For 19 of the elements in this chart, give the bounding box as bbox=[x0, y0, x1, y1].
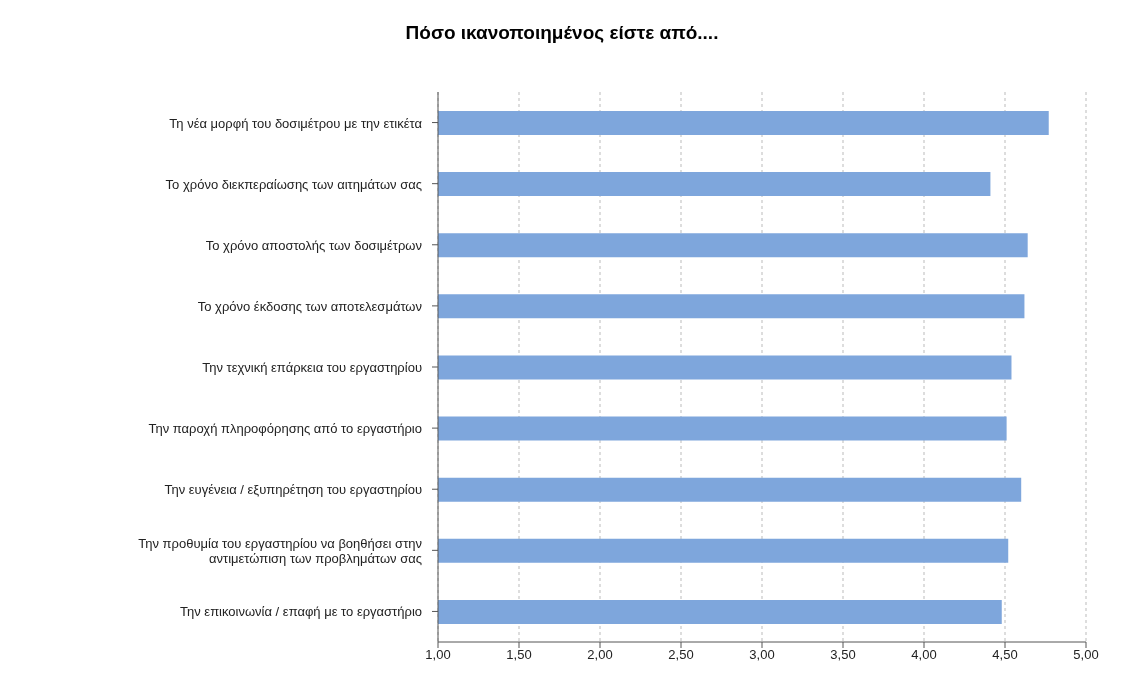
y-tick-label: Την προθυμία του εργαστηρίου να βοηθήσει στην αντιμετώπιση των προβλημάτων σας bbox=[138, 535, 422, 566]
y-tick-label: Το χρόνο αποστολής των δοσιμέτρων bbox=[205, 237, 422, 253]
x-tick-label: 4,00 bbox=[911, 647, 937, 663]
x-tick-label: 3,50 bbox=[830, 647, 856, 663]
x-tick-label: 4,50 bbox=[992, 647, 1018, 663]
x-tick-label: 5,00 bbox=[1073, 647, 1099, 663]
chart-title: Πόσο ικανοποιημένος είστε από.... bbox=[404, 21, 720, 45]
y-tick-label: Το χρόνο έκδοσης των αποτελεσμάτων bbox=[197, 298, 422, 314]
y-tick-label: Την παροχή πληροφόρησης από το εργαστήριο bbox=[148, 420, 422, 436]
x-tick-label: 2,00 bbox=[587, 647, 613, 663]
x-tick-label: 1,50 bbox=[506, 647, 532, 663]
y-tick-label: Τη νέα μορφή του δοσιμέτρου με την ετικέτα bbox=[169, 115, 423, 131]
y-tick-label: Το χρόνο διεκπεραίωσης των αιτημάτων σας bbox=[165, 176, 422, 192]
x-tick-label: 2,50 bbox=[668, 647, 694, 663]
x-tick-label: 3,00 bbox=[749, 647, 775, 663]
y-tick-label: Την επικοινωνία / επαφή με το εργαστήριο bbox=[180, 603, 422, 619]
y-tick-label: Την ευγένεια / εξυπηρέτηση του εργαστηρίου bbox=[164, 481, 422, 497]
x-tick-label: 1,00 bbox=[425, 647, 451, 663]
y-tick-label: Την τεχνική επάρκεια του εργαστηρίου bbox=[202, 359, 422, 375]
